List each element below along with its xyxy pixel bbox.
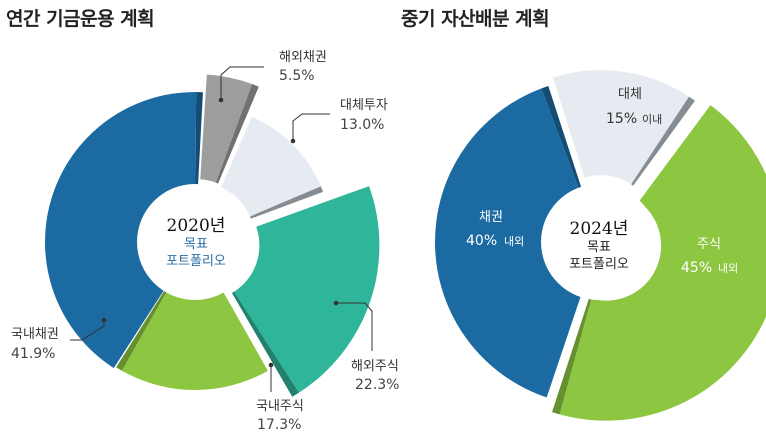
- label-대체투자: 대체투자 13.0%: [290, 98, 388, 144]
- slice-채권: [435, 88, 582, 398]
- left-center-line2: 포트폴리오: [166, 254, 226, 269]
- slice-value-국내주식: 17.3%: [257, 417, 301, 433]
- slice-value-해외주식: 22.3%: [355, 377, 399, 393]
- slice-대체투자: [221, 116, 321, 217]
- slice-suffix-대체: 이내: [642, 113, 662, 126]
- slice-value-대체: 15%: [606, 111, 637, 127]
- slice-edge-국내채권: [195, 92, 203, 188]
- slice-edge-대체: [631, 96, 695, 186]
- slice-label-대체투자: 대체투자: [340, 98, 388, 113]
- slice-value-채권: 40%: [466, 233, 497, 249]
- slice-국내주식: [121, 289, 268, 391]
- label-국내주식: 국내주식 17.3%: [256, 362, 304, 433]
- label-국내채권: 국내채권 41.9%: [11, 317, 107, 362]
- right-donut-hole: [541, 184, 657, 300]
- left-donut-hole: [137, 184, 253, 300]
- slice-label-해외주식: 해외주식: [351, 359, 399, 374]
- slice-value-국내채권: 41.9%: [11, 346, 55, 362]
- slice-edge-국내주식: [116, 288, 168, 371]
- slice-label-채권: 채권: [479, 210, 503, 225]
- slice-label-대체: 대체: [618, 87, 642, 102]
- slice-suffix-채권: 내외: [504, 235, 524, 248]
- label-해외채권: 해외채권 5.5%: [218, 50, 327, 103]
- right-center-year: 2024년: [570, 219, 629, 239]
- right-donut-chart: 2024년 목표 포트폴리오 대체 15% 이내 채권 40% 내외 주식 45…: [435, 70, 766, 421]
- left-chart-title: 연간 기금운용 계획: [6, 8, 155, 30]
- slice-label-해외채권: 해외채권: [279, 50, 327, 65]
- slice-suffix-주식: 내외: [718, 262, 738, 275]
- left-chart-panel: 연간 기금운용 계획 2020년 목표 포트폴리오 해외채권 5.5% 대체투자…: [6, 8, 399, 433]
- slice-edge-해외주식: [232, 291, 300, 397]
- slice-대체: [553, 70, 689, 185]
- slice-해외주식: [234, 186, 380, 393]
- slice-edge-대체투자: [249, 186, 324, 219]
- label-대체: 대체 15% 이내: [606, 87, 662, 127]
- slice-value-주식: 45%: [681, 260, 712, 276]
- right-chart-panel: 중기 자산배분 계획 2024년 목표 포트폴리오 대체 15% 이내 채권 4…: [383, 0, 766, 439]
- slice-label-국내주식: 국내주식: [256, 399, 304, 414]
- label-해외주식: 해외주식 22.3%: [333, 300, 399, 393]
- right-center-line2: 포트폴리오: [569, 257, 629, 272]
- slice-edge-주식: [552, 297, 592, 415]
- left-center-line1: 목표: [184, 237, 208, 252]
- slice-value-대체투자: 13.0%: [340, 117, 384, 133]
- label-채권: 채권 40% 내외: [466, 210, 524, 249]
- left-donut-chart: 2020년 목표 포트폴리오 해외채권 5.5% 대체투자 13.0% 해외주식…: [11, 50, 399, 433]
- slice-edge-해외채권: [215, 84, 259, 184]
- right-center-line1: 목표: [587, 240, 611, 255]
- slice-label-주식: 주식: [697, 237, 721, 252]
- slice-value-해외채권: 5.5%: [279, 68, 315, 84]
- slice-해외채권: [200, 74, 253, 183]
- slice-국내채권: [44, 92, 197, 369]
- right-chart-title: 중기 자산배분 계획: [401, 8, 550, 30]
- label-주식: 주식 45% 내외: [681, 237, 738, 276]
- slice-주식: [559, 105, 766, 421]
- slice-edge-채권: [541, 86, 583, 191]
- left-center-year: 2020년: [167, 216, 226, 236]
- slice-label-국내채권: 국내채권: [11, 327, 59, 342]
